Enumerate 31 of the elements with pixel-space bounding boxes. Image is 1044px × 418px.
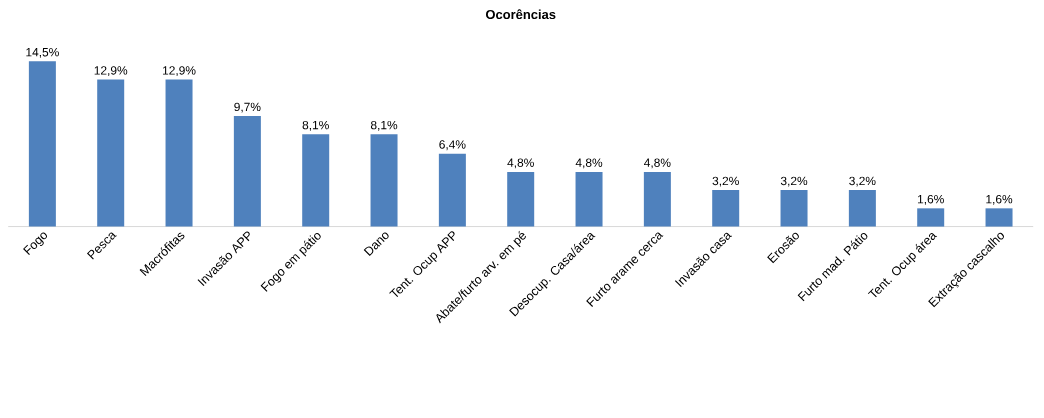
data-label: 4,8% (575, 158, 603, 169)
data-label: 9,7% (234, 102, 261, 113)
data-label: 3,2% (712, 176, 739, 187)
bar (643, 171, 671, 227)
data-label: 4,8% (644, 158, 671, 169)
data-label: 6,4% (439, 140, 466, 151)
bar (233, 116, 261, 227)
data-label: 1,6% (917, 194, 944, 205)
bar (438, 153, 466, 227)
bar (917, 208, 945, 227)
data-label: 8,1% (370, 120, 398, 131)
bar (575, 171, 603, 227)
data-label: 14,5% (26, 48, 59, 58)
data-label: 3,2% (780, 176, 808, 187)
data-label: 3,2% (849, 176, 876, 187)
bar (985, 208, 1013, 227)
bar (780, 190, 808, 227)
bar (28, 61, 56, 227)
data-label: 12,9% (94, 66, 128, 77)
bar (848, 190, 876, 227)
bar (97, 79, 125, 227)
bar (712, 190, 740, 227)
data-label: 12,9% (162, 66, 196, 77)
data-label: 8,1% (302, 120, 329, 131)
bar (507, 171, 535, 227)
bar (370, 134, 398, 227)
chart-title: Ocorências (485, 9, 556, 20)
data-label: 4,8% (507, 158, 534, 169)
bar (165, 79, 193, 227)
data-label: 1,6% (986, 194, 1013, 205)
bar (302, 134, 330, 227)
